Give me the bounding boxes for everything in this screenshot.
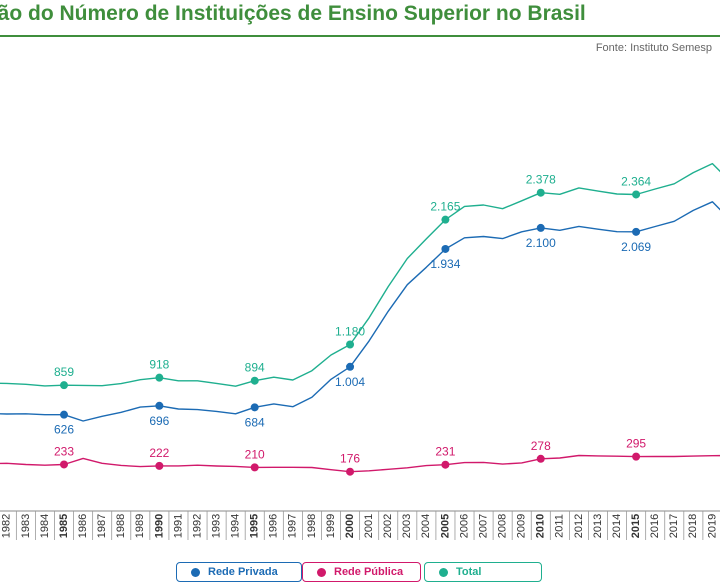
x-tick-label: 1998 (306, 514, 318, 538)
legend-item-total[interactable]: Total (424, 562, 542, 582)
x-tick-label: 1993 (210, 514, 222, 538)
data-point-publica[interactable] (536, 454, 545, 463)
data-point-total[interactable] (632, 190, 641, 199)
legend-marker-rede-publica (317, 567, 326, 577)
data-label-privada: 2.069 (621, 240, 651, 254)
x-tick-label: 2014 (611, 514, 623, 538)
data-point-publica[interactable] (155, 461, 164, 470)
data-label-privada: 626 (54, 423, 74, 437)
data-label-publica: 210 (245, 447, 265, 461)
x-tick-label: 2002 (382, 514, 394, 538)
x-tick-label: 1988 (115, 514, 127, 538)
data-label-privada: 696 (149, 414, 169, 428)
data-point-publica[interactable] (250, 463, 259, 472)
data-label-total: 859 (54, 365, 74, 379)
data-point-privada[interactable] (441, 244, 450, 253)
x-tick-label: 1982 (1, 514, 13, 538)
x-tick-label: 2000 (344, 514, 356, 538)
data-point-total[interactable] (155, 373, 164, 382)
x-tick-label: 2015 (630, 514, 642, 538)
x-tick-label: 1991 (172, 514, 184, 538)
legend-label-rede-privada: Rede Privada (208, 566, 278, 578)
legend-marker-total (439, 567, 448, 577)
legend-item-rede-privada[interactable]: Rede Privada (176, 562, 302, 582)
data-points (60, 188, 641, 476)
data-point-total[interactable] (536, 188, 545, 197)
x-tick-label: 1984 (39, 514, 51, 538)
data-label-total: 2.165 (430, 200, 460, 214)
data-label-total: 2.364 (621, 174, 651, 188)
x-tick-label: 2018 (687, 514, 699, 538)
data-label-total: 918 (149, 358, 169, 372)
legend-marker-rede-privada (191, 567, 200, 577)
legend-label-rede-publica: Rede Pública (334, 566, 404, 578)
data-label-total: 1.180 (335, 324, 365, 338)
x-tick-label: 2010 (535, 514, 547, 538)
x-tick-label: 2012 (573, 514, 585, 538)
x-tick-label: 1992 (191, 514, 203, 538)
data-label-total: 2.378 (526, 173, 556, 187)
data-labels: 859 918 894 1.180 2.165 2.378 2.364 626 696 684 1.… (54, 173, 651, 466)
x-tick-label: 2013 (592, 514, 604, 538)
x-tick-label: 1999 (325, 514, 337, 538)
data-point-total[interactable] (250, 376, 259, 385)
x-axis: 1982 1983 1984 1985 1986 1987 1988 1989 1990 1991… (0, 510, 720, 540)
x-tick-label: 1996 (268, 514, 280, 538)
series-lines (0, 162, 720, 473)
data-label-privada: 1.934 (430, 257, 460, 271)
data-label-publica: 278 (531, 439, 551, 453)
x-tick-label: 2009 (516, 514, 528, 538)
x-tick-label: 1997 (287, 514, 299, 538)
x-tick-label: 1983 (20, 514, 32, 538)
x-tick-label: 2007 (477, 514, 489, 538)
legend-item-rede-publica[interactable]: Rede Pública (302, 562, 421, 582)
x-tick-label: 2011 (554, 514, 566, 538)
data-point-privada[interactable] (155, 401, 164, 410)
data-point-privada[interactable] (346, 362, 355, 371)
data-label-privada: 1.004 (335, 375, 365, 389)
x-tick-label: 1989 (134, 514, 146, 538)
data-point-publica[interactable] (441, 460, 450, 469)
x-tick-label: 1987 (96, 514, 108, 538)
x-tick-label: 2008 (497, 514, 509, 538)
x-tick-label: 1990 (153, 514, 165, 538)
data-point-publica[interactable] (60, 460, 68, 469)
data-point-privada[interactable] (632, 227, 641, 236)
data-label-publica: 231 (435, 445, 455, 459)
x-tick-label: 1995 (249, 514, 261, 538)
x-tick-label: 2016 (649, 514, 661, 538)
x-tick-label: 2003 (401, 514, 413, 538)
data-label-publica: 176 (340, 452, 360, 466)
data-label-publica: 222 (149, 446, 169, 460)
x-tick-label: 2019 (706, 514, 718, 538)
x-tick-label: 1986 (77, 514, 89, 538)
x-tick-label: 2005 (439, 514, 451, 538)
x-tick-label: 1994 (230, 514, 242, 538)
x-tick-label: 2004 (420, 514, 432, 538)
data-point-total[interactable] (60, 381, 68, 390)
data-point-privada[interactable] (250, 403, 259, 412)
data-label-total: 894 (245, 361, 265, 375)
data-point-publica[interactable] (632, 452, 641, 461)
x-tick-label: 2001 (363, 514, 375, 538)
legend-label-total: Total (456, 566, 482, 578)
chart-title: ção do Número de Instituições de Ensino … (0, 2, 586, 25)
data-label-publica: 233 (54, 444, 74, 458)
title-underline (0, 35, 720, 37)
source-note: Fonte: Instituto Semesp (595, 42, 712, 54)
data-point-privada[interactable] (536, 223, 545, 232)
data-point-privada[interactable] (60, 410, 68, 419)
data-label-privada: 684 (245, 415, 265, 429)
data-label-privada: 2.100 (526, 236, 556, 250)
data-point-publica[interactable] (346, 467, 355, 476)
x-tick-label: 1985 (58, 514, 70, 538)
x-tick-label: 2006 (458, 514, 470, 538)
data-point-total[interactable] (441, 215, 450, 224)
data-point-total[interactable] (346, 340, 355, 349)
x-tick-label: 2017 (668, 514, 680, 538)
data-label-publica: 295 (626, 437, 646, 451)
